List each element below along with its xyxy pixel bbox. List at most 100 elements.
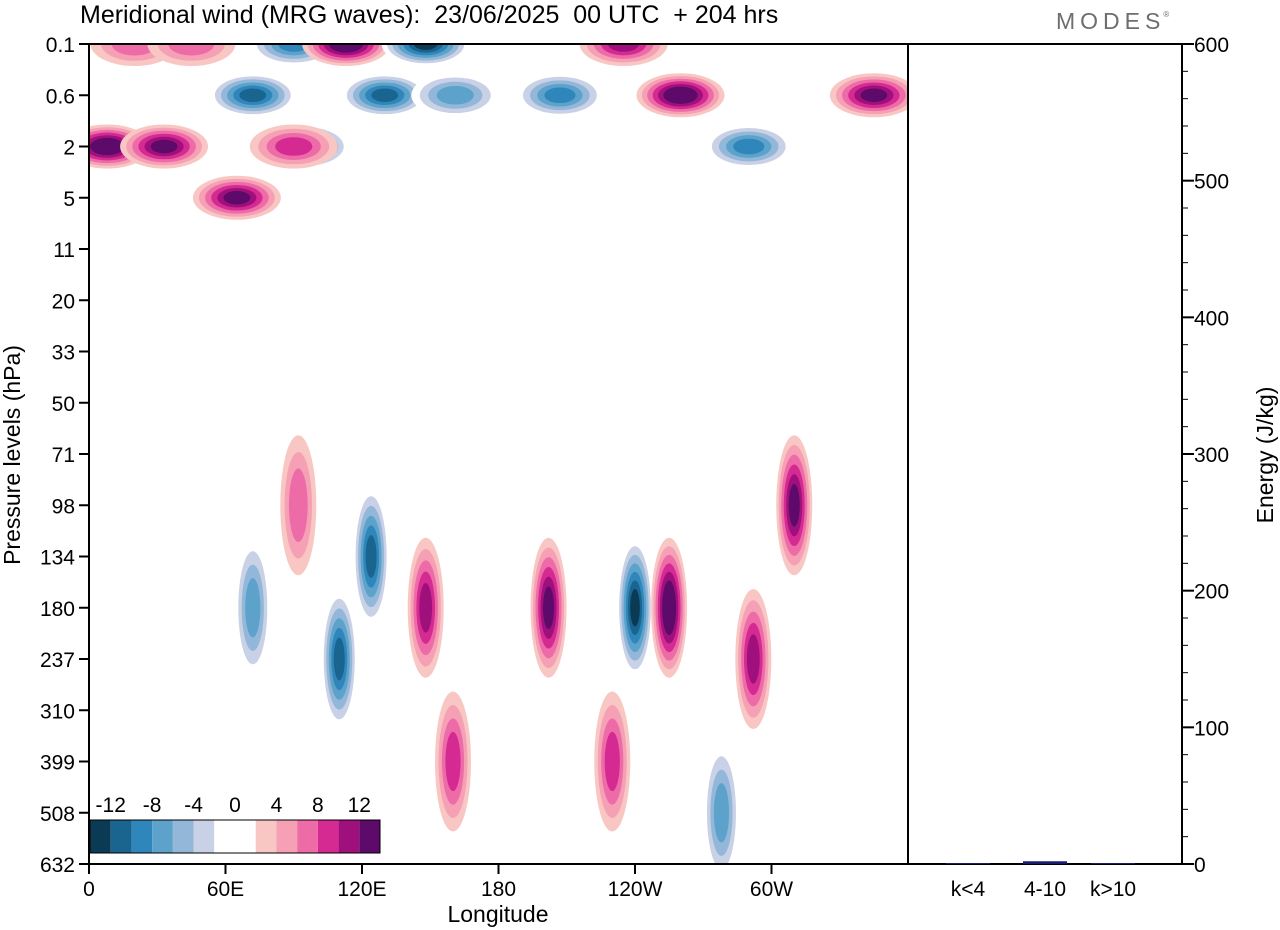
colorbar-swatch [90,820,111,853]
y-tick-label: 180 [40,598,75,621]
contour-level [168,44,215,56]
heatmap-cell [249,124,338,169]
contour-level [668,89,693,102]
colorbar-label: 0 [229,794,241,817]
x-tick-label: 60E [207,878,244,901]
contour-level [664,588,674,627]
x-tick-label: 120E [337,878,386,901]
energy-bars [946,861,1135,864]
energy-tick-label: 0 [1194,854,1206,877]
contour-level [733,138,765,155]
colorbar-swatch [276,820,298,853]
heatmap-cell [515,73,604,118]
contour-level [630,588,640,627]
heatmap-cell [594,691,631,832]
colorbar-swatch [110,820,132,853]
colorbar-swatch [214,820,235,853]
y-tick-label: 71 [52,444,75,467]
contour-level [239,88,267,102]
heatmap-cell [704,124,793,169]
colorbar: -12 -8 -4 0 4 8 12 [89,794,381,854]
heatmap-cell [280,435,317,576]
heatmap-cell [302,44,391,66]
contour-level [371,88,399,102]
y-tick-label: 237 [40,649,75,672]
colorbar-swatch [152,820,173,853]
contour-level [713,783,730,843]
heatmap-cell [234,537,271,678]
colorbar-label: -4 [184,794,203,817]
x-tick-label: 120W [608,878,663,901]
heatmap-cell [340,73,429,118]
heatmap-layer [89,44,908,864]
colorbar-swatch [338,820,360,853]
energy-category-label: 4-10 [1024,878,1066,901]
contour-level [365,535,377,578]
colorbar-swatch [131,820,153,853]
x-tick-label: 180 [481,878,516,901]
brand-text: MODES [1056,8,1166,34]
contour-level [95,140,119,153]
x-tick-label: 0 [83,878,95,901]
heatmap-cell [829,73,908,118]
heatmap-cell [617,537,653,678]
colorbar-swatch [317,820,339,853]
colorbar-swatch [193,820,215,853]
energy-category-label: k>10 [1090,878,1136,901]
contour-level [334,44,358,50]
energy-tick-label: 200 [1194,581,1229,604]
heatmap-cell [407,537,444,678]
contour-level [436,85,474,105]
brand-mark: ® [1163,10,1170,19]
y-tick-label: 50 [52,393,75,416]
contour-level [223,191,251,205]
contour-level [150,139,178,154]
energy-bar [1023,861,1067,864]
heatmap-cell [435,691,471,832]
contour-level [333,637,345,681]
brand-logo: MODES® [1056,8,1171,35]
contour-level [788,483,800,527]
y-tick-label: 33 [52,342,75,365]
y-tick-label: 399 [40,752,75,775]
heatmap-cell [353,486,390,627]
colorbar-label: -8 [143,794,162,817]
energy-bar [946,863,990,864]
x-axis-title: Longitude [447,901,548,927]
y-axis-title: Pressure levels (hPa) [0,345,25,565]
y-tick-label: 134 [40,547,75,570]
y-tick-label: 20 [52,290,75,313]
colorbar-swatch [359,820,380,853]
y-tick-label: 310 [40,700,75,723]
colorbar-swatch [255,820,277,853]
contour-level [245,578,261,638]
y-tick-label: 5 [63,188,75,211]
contour-level [543,586,555,630]
y-tick-label: 0.1 [46,34,75,57]
axes: 0.1 0.6 2 5 11 20 33 50 71 98 134 180 237 310 399 508 63… [40,34,1229,901]
colorbar-swatch [172,820,194,853]
energy-axis-title: Energy (J/kg) [1252,387,1278,524]
colorbar-swatch [235,820,256,853]
y-tick-label: 0.6 [46,85,75,108]
x-tick-label: 60W [750,878,793,901]
heatmap-cell [703,742,740,864]
contour-level [746,634,760,684]
heatmap-cell [192,175,281,220]
y-tick-label: 98 [52,495,75,518]
energy-tick-label: 400 [1194,307,1229,330]
y-tick-label: 632 [40,854,75,877]
heatmap-cell [651,537,688,678]
energy-bar [1091,863,1135,864]
contour-level [275,137,313,156]
colorbar-label: -12 [96,794,126,817]
energy-tick-label: 500 [1194,171,1229,194]
heatmap-cell [776,435,813,576]
contour-level [604,731,620,792]
contour-level [419,582,433,633]
heatmap-cell [530,537,567,678]
colorbar-label: 8 [312,794,324,817]
contour-level [445,731,461,792]
chart-title: Meridional wind (MRG waves): 23/06/2025 … [80,1,779,29]
